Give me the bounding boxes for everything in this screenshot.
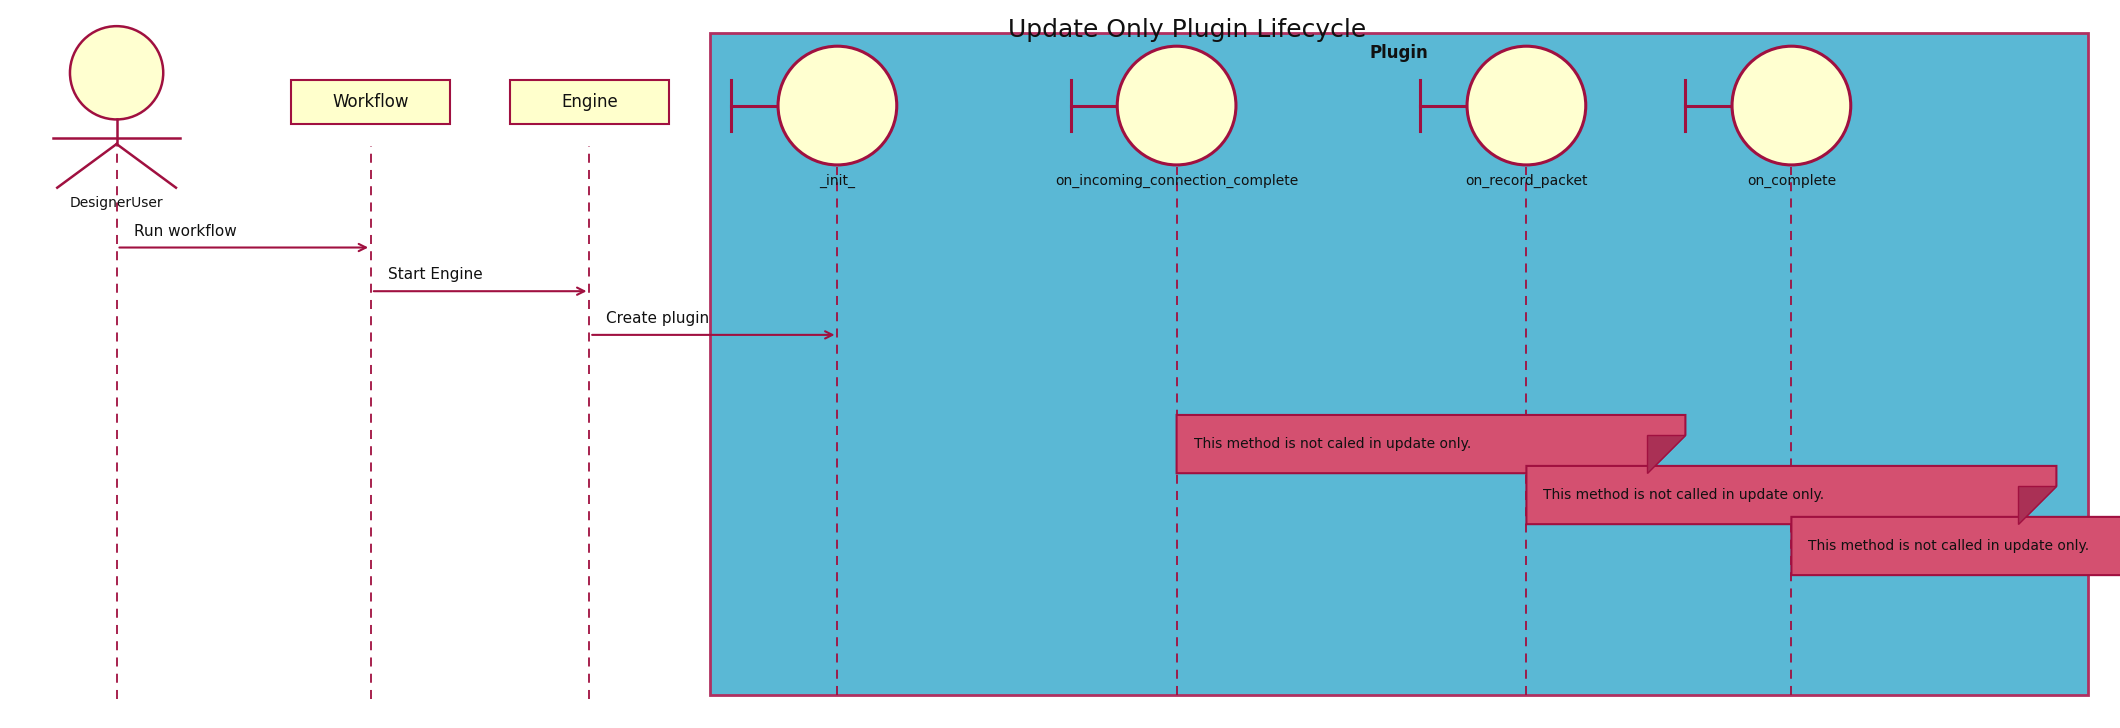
- Text: on_incoming_connection_complete: on_incoming_connection_complete: [1056, 174, 1297, 188]
- Ellipse shape: [778, 46, 897, 165]
- Text: This method is not called in update only.: This method is not called in update only…: [1543, 488, 1825, 502]
- Polygon shape: [1526, 466, 2056, 524]
- Text: on_complete: on_complete: [1747, 174, 1836, 188]
- Ellipse shape: [1467, 46, 1586, 165]
- Bar: [511, 80, 670, 124]
- Text: _init_: _init_: [820, 174, 854, 188]
- Text: Plugin: Plugin: [1370, 44, 1429, 62]
- Text: This method is not called in update only.: This method is not called in update only…: [1808, 539, 2090, 553]
- Text: on_record_packet: on_record_packet: [1465, 174, 1588, 188]
- Ellipse shape: [1732, 46, 1851, 165]
- Bar: [290, 80, 449, 124]
- Ellipse shape: [1117, 46, 1236, 165]
- Polygon shape: [1791, 517, 2120, 575]
- Text: Create plugin: Create plugin: [606, 311, 710, 326]
- Text: Update Only Plugin Lifecycle: Update Only Plugin Lifecycle: [1009, 18, 1365, 42]
- Polygon shape: [1647, 435, 1685, 473]
- Text: Workflow: Workflow: [333, 93, 409, 111]
- Text: Start Engine: Start Engine: [388, 267, 483, 282]
- Polygon shape: [1177, 415, 1685, 473]
- Text: Run workflow: Run workflow: [134, 223, 235, 239]
- Text: Engine: Engine: [562, 93, 617, 111]
- Text: DesignerUser: DesignerUser: [70, 197, 163, 210]
- Ellipse shape: [70, 26, 163, 119]
- Text: This method is not caled in update only.: This method is not caled in update only.: [1194, 437, 1471, 451]
- Bar: [710, 33, 2088, 695]
- Polygon shape: [2018, 486, 2056, 524]
